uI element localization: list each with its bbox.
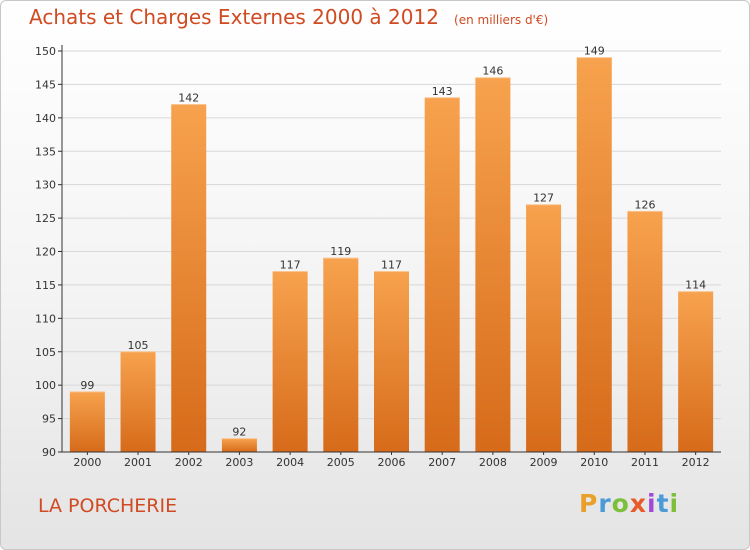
x-tick-label: 2012 <box>682 456 710 469</box>
y-tick-label: 110 <box>35 312 56 325</box>
bar <box>475 77 511 452</box>
logo-letter: P <box>579 489 599 518</box>
bar-value-label: 146 <box>482 65 503 78</box>
logo-letter: o <box>611 489 630 518</box>
bar-value-label: 117 <box>381 259 402 272</box>
x-tick-label: 2008 <box>479 456 507 469</box>
x-tick-label: 2007 <box>428 456 456 469</box>
bar <box>424 97 460 453</box>
bar-value-label: 149 <box>584 45 605 58</box>
bar-value-label: 92 <box>232 426 246 439</box>
y-tick-label: 145 <box>35 78 56 91</box>
y-tick-label: 95 <box>42 413 56 426</box>
bar-value-label: 142 <box>178 91 199 104</box>
bar <box>272 271 308 452</box>
bar <box>69 391 105 452</box>
chart-subtitle: (en milliers d'€) <box>454 13 549 27</box>
x-tick-label: 2009 <box>530 456 558 469</box>
x-tick-label: 2004 <box>276 456 304 469</box>
bar-value-label: 126 <box>634 198 655 211</box>
y-tick-label: 105 <box>35 346 56 359</box>
bar <box>221 438 257 452</box>
y-tick-label: 140 <box>35 112 56 125</box>
bar-value-label: 117 <box>280 259 301 272</box>
bar-value-label: 127 <box>533 192 554 205</box>
y-tick-label: 100 <box>35 379 56 392</box>
logo-letter: x <box>629 489 647 518</box>
bar-value-label: 105 <box>128 339 149 352</box>
x-tick-label: 2010 <box>580 456 608 469</box>
y-tick-label: 115 <box>35 279 56 292</box>
y-tick-label: 135 <box>35 145 56 158</box>
bar <box>678 291 714 452</box>
bar-value-label: 114 <box>685 279 706 292</box>
bar <box>171 104 207 452</box>
bar-value-label: 119 <box>330 245 351 258</box>
logo-letter: i <box>647 489 657 518</box>
logo-letter: i <box>669 489 680 518</box>
x-tick-label: 2001 <box>124 456 152 469</box>
logo-letter: r <box>598 489 612 518</box>
bar <box>374 271 409 452</box>
x-tick-label: 2000 <box>73 456 101 469</box>
title-block: Achats et Charges Externes 2000 à 2012 (… <box>29 5 548 29</box>
y-tick-label: 120 <box>35 246 56 259</box>
y-tick-label: 90 <box>42 446 56 459</box>
x-tick-label: 2002 <box>175 456 203 469</box>
x-tick-label: 2005 <box>327 456 355 469</box>
proxiti-logo: Proxiti <box>579 489 679 518</box>
x-tick-label: 2011 <box>631 456 659 469</box>
bar <box>526 204 562 452</box>
commune-name: LA PORCHERIE <box>38 495 178 517</box>
bar-value-label: 143 <box>432 85 453 98</box>
bar <box>323 258 359 452</box>
bar <box>627 211 663 452</box>
bar-value-label: 99 <box>80 379 94 392</box>
bar <box>576 57 612 452</box>
x-tick-label: 2006 <box>378 456 406 469</box>
logo-letter: t <box>656 489 670 518</box>
y-tick-label: 150 <box>35 45 56 58</box>
y-tick-label: 130 <box>35 179 56 192</box>
x-tick-label: 2003 <box>225 456 253 469</box>
bar <box>120 351 156 452</box>
y-tick-label: 125 <box>35 212 56 225</box>
chart-title: Achats et Charges Externes 2000 à 2012 <box>29 5 439 29</box>
